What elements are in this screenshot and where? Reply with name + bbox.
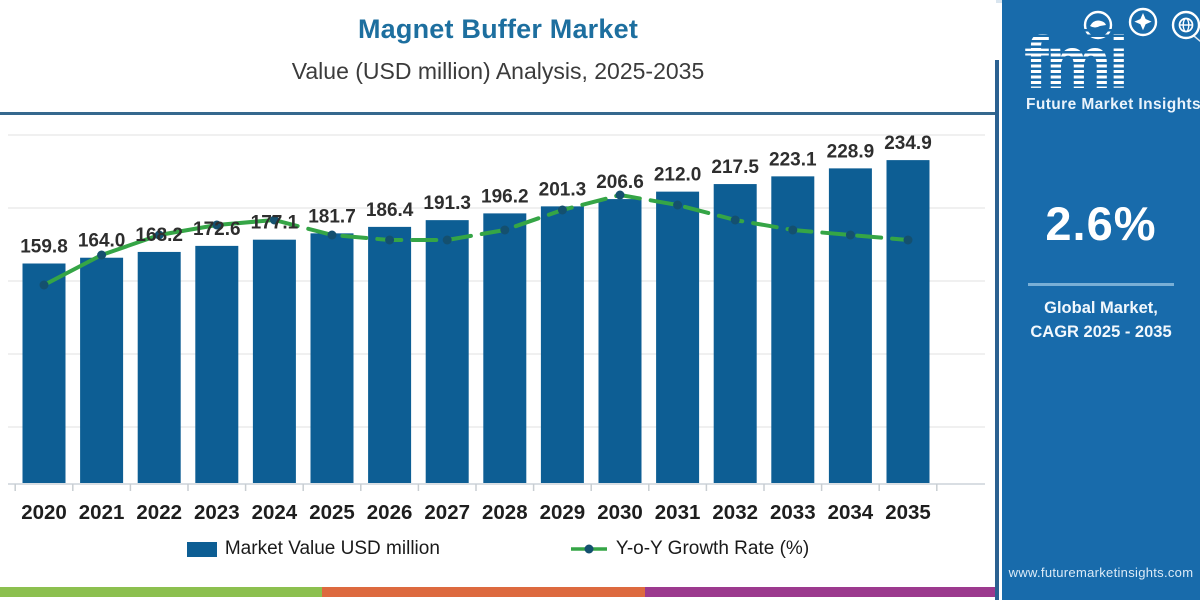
star-icon (1128, 7, 1158, 37)
year-label-2030: 2030 (597, 501, 643, 524)
bar-swatch-icon (186, 541, 217, 557)
yoy-point-2030 (615, 190, 625, 200)
year-label-2022: 2022 (136, 501, 182, 524)
star-icon-glyph (1134, 13, 1152, 31)
stat-divider (1028, 283, 1174, 286)
bar-2028 (483, 213, 527, 484)
bar-value-label-2022: 168.2 (135, 225, 183, 246)
year-label-2028: 2028 (482, 501, 528, 524)
yoy-point-2025 (327, 230, 337, 240)
bar-value-label-2023: 172.6 (193, 219, 241, 240)
dove-icon-glyph (1090, 20, 1106, 28)
year-label-2029: 2029 (540, 501, 586, 524)
globe-icon (1171, 10, 1200, 40)
yoy-point-2026 (385, 235, 395, 245)
panel-divider (995, 60, 999, 600)
footer-bar-segment-1 (0, 587, 322, 597)
year-label-2031: 2031 (655, 501, 701, 524)
bar-value-label-2033: 223.1 (769, 149, 817, 170)
fmi-brand-panel: fmi Future Market Insights 2.6% Global M… (1002, 0, 1200, 600)
year-label-2025: 2025 (309, 501, 355, 524)
fmi-logo-text: fmi (1024, 21, 1129, 104)
bar-2033 (771, 176, 815, 484)
legend-item-market-value: Market Value USD million (186, 538, 440, 560)
bar-2025 (310, 233, 354, 484)
chart-legend: Market Value USD million Y-o-Y Growth Ra… (0, 538, 996, 560)
bar-2026 (368, 226, 412, 484)
yoy-point-2031 (673, 200, 683, 210)
bar-value-label-2027: 191.3 (423, 193, 471, 214)
title-divider (0, 112, 996, 115)
yoy-line-dashed (272, 193, 910, 242)
chart-subtitle: Value (USD million) Analysis, 2025-2035 (291, 58, 705, 84)
chart-title: Magnet Buffer Market (357, 14, 639, 44)
bar-value-label-2021: 164.0 (78, 231, 126, 252)
line-dot-swatch-icon (570, 544, 607, 554)
year-label-2024: 2024 (252, 501, 298, 524)
logo-swoosh-line (1193, 35, 1200, 43)
bar-value-label-2034: 228.9 (827, 141, 875, 162)
bar-2031 (656, 191, 700, 484)
year-label-2020: 2020 (21, 501, 67, 524)
cagr-stat-caption: Global Market, CAGR 2025 - 2035 (1002, 297, 1200, 345)
cagr-stat-value: 2.6% (1045, 197, 1157, 250)
bar-value-label-2035: 234.9 (884, 133, 932, 154)
stat-caption-line2: CAGR 2025 - 2035 (1030, 322, 1172, 341)
bar-2035 (886, 160, 930, 484)
yoy-point-2028 (500, 225, 510, 235)
bar-value-label-2025: 181.7 (308, 206, 356, 227)
bar-2021 (80, 257, 124, 484)
bar-value-label-2020: 159.8 (20, 237, 68, 258)
bar-2020 (22, 263, 66, 484)
footer-color-strip (0, 587, 996, 597)
yoy-point-2020 (39, 280, 49, 290)
yoy-point-2032 (730, 215, 740, 225)
yoy-point-2027 (442, 235, 452, 245)
yoy-point-2021 (97, 250, 107, 260)
fmi-logo-icons (1083, 7, 1200, 43)
yoy-point-2033 (788, 225, 798, 235)
bar-2023 (195, 245, 239, 484)
yoy-point-2034 (845, 230, 855, 240)
year-label-2021: 2021 (79, 501, 125, 524)
yoy-point-2029 (557, 205, 567, 215)
legend-label-market-value: Market Value USD million (224, 538, 440, 559)
chart-panel: Magnet Buffer Market Value (USD million)… (0, 14, 996, 597)
yoy-point-2023 (212, 220, 222, 230)
year-label-2035: 2035 (885, 501, 931, 524)
year-label-2032: 2032 (712, 501, 758, 524)
year-label-2034: 2034 (828, 501, 874, 524)
bar-2029 (540, 206, 584, 484)
bar-2032 (713, 184, 757, 484)
fmi-logo-subtext: Future Market Insights (1026, 96, 1200, 113)
bar-value-label-2028: 196.2 (481, 186, 529, 207)
bar-value-label-2029: 201.3 (539, 179, 587, 200)
year-label-2033: 2033 (770, 501, 816, 524)
footer-bar-segment-3 (645, 587, 996, 597)
year-label-2027: 2027 (424, 501, 470, 524)
bar-value-label-2031: 212.0 (654, 165, 702, 186)
stat-caption-line1: Global Market, (1044, 299, 1158, 317)
year-label-2023: 2023 (194, 501, 240, 524)
bar-2030 (598, 199, 642, 484)
bar-2024 (252, 239, 296, 484)
bar-value-label-2026: 186.4 (366, 200, 414, 221)
website-url: www.futuremarketinsights.com (1008, 565, 1194, 580)
bar-2027 (425, 220, 469, 484)
bar-value-label-2024: 177.1 (251, 213, 299, 234)
legend-label-yoy-growth: Y-o-Y Growth Rate (%) (615, 538, 810, 559)
legend-item-yoy-growth: Y-o-Y Growth Rate (%) (570, 538, 809, 560)
year-label-2026: 2026 (367, 501, 413, 524)
bar-2022 (137, 251, 181, 484)
bar-value-label-2030: 206.6 (596, 172, 644, 193)
bar-value-label-2032: 217.5 (711, 157, 759, 178)
yoy-point-2035 (903, 235, 913, 245)
yoy-point-2022 (154, 230, 164, 240)
market-value-chart: 159.8 164.0 168.2 172.6 177.1 181.7 186.4 191.3… (8, 133, 985, 524)
bar-2034 (828, 168, 872, 484)
yoy-point-2024 (269, 215, 279, 225)
footer-bar-segment-2 (321, 587, 646, 597)
